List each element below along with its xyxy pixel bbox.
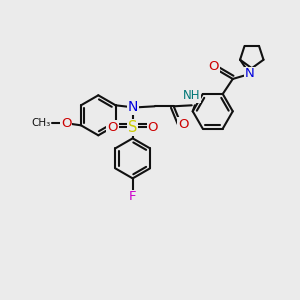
Text: O: O bbox=[148, 121, 158, 134]
Text: F: F bbox=[129, 190, 136, 203]
Text: N: N bbox=[128, 100, 138, 114]
Text: N: N bbox=[245, 68, 255, 80]
Text: NH: NH bbox=[183, 89, 200, 102]
Text: O: O bbox=[61, 117, 71, 130]
Text: O: O bbox=[178, 118, 188, 131]
Text: O: O bbox=[208, 60, 219, 73]
Text: CH₃: CH₃ bbox=[31, 118, 50, 128]
Text: O: O bbox=[107, 121, 118, 134]
Text: S: S bbox=[128, 120, 137, 135]
